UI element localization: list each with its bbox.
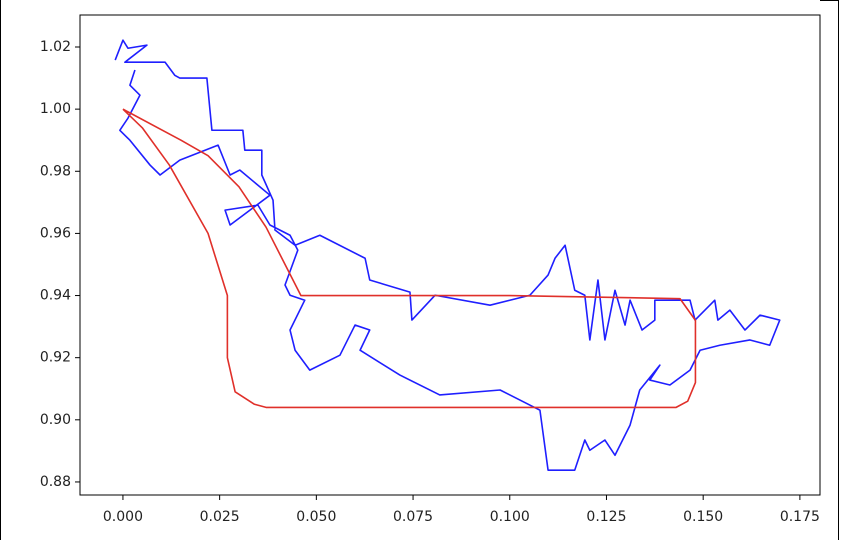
- y-tick-label: 0.94: [40, 288, 71, 304]
- y-tick-label: 1.02: [40, 39, 71, 55]
- y-tick-label: 0.90: [40, 412, 71, 428]
- x-tick-label: 0.100: [490, 509, 530, 525]
- y-tick-label: 0.96: [40, 225, 71, 241]
- y-tick-label: 0.88: [40, 474, 71, 490]
- y-tick-label: 0.98: [40, 163, 71, 179]
- plot-frame: [79, 14, 821, 496]
- y-tick-label: 1.00: [40, 101, 71, 117]
- series-line: [114, 39, 781, 471]
- x-tick-label: 0.050: [296, 509, 336, 525]
- x-tick-label: 0.000: [103, 509, 143, 525]
- y-tick-label: 0.92: [40, 350, 71, 366]
- series-line: [122, 108, 697, 409]
- x-tick-label: 0.150: [683, 509, 723, 525]
- x-tick-label: 0.175: [780, 509, 820, 525]
- x-tick-label: 0.075: [393, 509, 433, 525]
- x-tick-label: 0.125: [586, 509, 626, 525]
- x-tick-label: 0.025: [200, 509, 240, 525]
